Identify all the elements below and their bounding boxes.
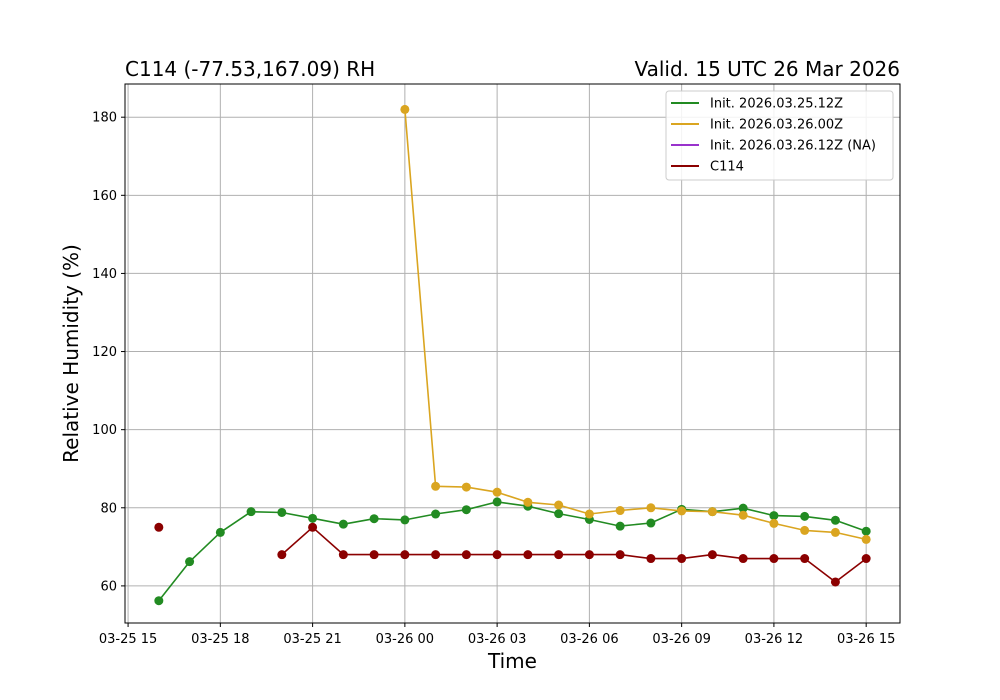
x-axis-ticks: 03-25 15 03-25 18 03-25 21 03-26 00 03-26 03… xyxy=(99,623,895,647)
data-point xyxy=(431,481,441,491)
data-point xyxy=(861,526,871,536)
data-point xyxy=(861,554,871,564)
data-point xyxy=(554,509,564,519)
data-point xyxy=(554,550,564,560)
data-point xyxy=(154,522,164,532)
data-point xyxy=(830,515,840,525)
y-tick-label: 160 xyxy=(92,189,117,204)
data-point xyxy=(277,550,287,560)
data-point xyxy=(492,550,502,560)
chart-title-right: Valid. 15 UTC 26 Mar 2026 xyxy=(634,57,900,81)
data-point xyxy=(800,525,810,535)
y-tick-label: 100 xyxy=(92,423,117,438)
data-point xyxy=(738,510,748,520)
x-tick-label: 03-26 09 xyxy=(652,632,710,647)
x-tick-label: 03-25 18 xyxy=(191,632,249,647)
legend-box xyxy=(665,90,894,181)
legend-label: Init. 2026.03.26.00Z xyxy=(710,118,843,133)
y-tick-label: 120 xyxy=(92,345,117,360)
x-axis-label: Time xyxy=(487,649,537,673)
plot-frame xyxy=(124,83,901,624)
data-point xyxy=(677,554,687,564)
series-3 xyxy=(154,522,871,587)
y-tick-label: 80 xyxy=(100,501,117,516)
data-point xyxy=(800,511,810,521)
x-tick-label: 03-26 15 xyxy=(837,632,895,647)
x-tick-label: 03-25 21 xyxy=(283,632,341,647)
data-point xyxy=(431,509,441,519)
data-point xyxy=(523,550,533,560)
chart-title-left: C114 (-77.53,167.09) RH xyxy=(125,57,376,81)
data-point xyxy=(769,518,779,528)
data-point xyxy=(492,497,502,507)
data-point xyxy=(769,511,779,521)
data-point xyxy=(338,519,348,529)
data-point xyxy=(185,557,195,567)
data-point xyxy=(830,527,840,537)
data-point xyxy=(861,534,871,544)
y-axis-label: Relative Humidity (%) xyxy=(59,244,83,463)
data-point xyxy=(584,550,594,560)
x-tick-label: 03-26 06 xyxy=(560,632,618,647)
data-point xyxy=(461,482,471,492)
data-point xyxy=(523,497,533,507)
data-point xyxy=(707,550,717,560)
x-tick-label: 03-26 03 xyxy=(468,632,526,647)
data-point xyxy=(246,507,256,517)
series-layer xyxy=(154,104,871,606)
data-point xyxy=(800,554,810,564)
data-point xyxy=(400,104,410,114)
data-point xyxy=(308,522,318,532)
data-point xyxy=(554,500,564,510)
data-point xyxy=(461,505,471,515)
x-tick-label: 03-26 12 xyxy=(745,632,803,647)
legend: Init. 2026.03.25.12Z Init. 2026.03.26.00Z… xyxy=(665,90,894,181)
data-point xyxy=(646,518,656,528)
data-point xyxy=(338,550,348,560)
data-point xyxy=(215,527,225,537)
data-point xyxy=(738,503,748,513)
data-point xyxy=(677,506,687,516)
data-point xyxy=(615,506,625,516)
series-line xyxy=(281,526,867,583)
data-point xyxy=(615,550,625,560)
y-tick-label: 180 xyxy=(92,111,117,126)
legend-label: Init. 2026.03.26.12Z (NA) xyxy=(710,139,876,154)
x-tick-label: 03-26 00 xyxy=(376,632,434,647)
data-point xyxy=(400,550,410,560)
y-axis-ticks: 60 80 100 120 140 160 180 xyxy=(92,111,125,594)
legend-label: Init. 2026.03.25.12Z xyxy=(710,97,843,112)
data-point xyxy=(308,513,318,523)
data-point xyxy=(646,503,656,513)
x-tick-label: 03-25 15 xyxy=(99,632,157,647)
data-point xyxy=(431,550,441,560)
data-point xyxy=(615,521,625,531)
series-0 xyxy=(154,497,871,606)
data-point xyxy=(400,515,410,525)
data-point xyxy=(277,507,287,517)
data-point xyxy=(584,509,594,519)
data-point xyxy=(830,577,840,587)
data-point xyxy=(369,514,379,524)
data-point xyxy=(461,550,471,560)
y-tick-label: 140 xyxy=(92,267,117,282)
data-point xyxy=(769,554,779,564)
data-point xyxy=(738,554,748,564)
series-line xyxy=(404,109,867,541)
data-point xyxy=(646,554,656,564)
data-point xyxy=(707,507,717,517)
y-tick-label: 60 xyxy=(100,579,117,594)
data-point xyxy=(492,487,502,497)
legend-label: C114 xyxy=(710,160,744,175)
series-1 xyxy=(400,104,871,544)
data-point xyxy=(154,596,164,606)
series-line xyxy=(158,501,867,602)
data-point xyxy=(369,550,379,560)
